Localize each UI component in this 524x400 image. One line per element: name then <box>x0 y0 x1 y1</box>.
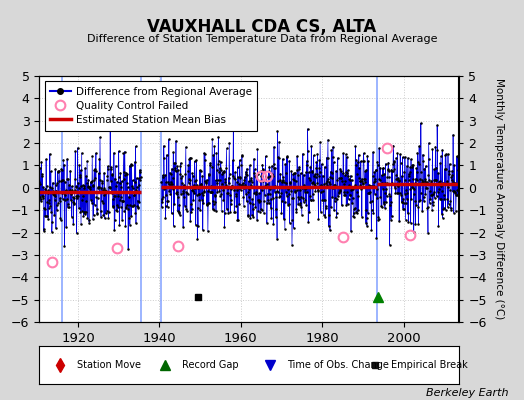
Text: Station Move: Station Move <box>77 360 141 370</box>
Text: Time of Obs. Change: Time of Obs. Change <box>287 360 388 370</box>
Text: Record Gap: Record Gap <box>182 360 238 370</box>
Y-axis label: Monthly Temperature Anomaly Difference (°C): Monthly Temperature Anomaly Difference (… <box>494 78 504 320</box>
Text: Empirical Break: Empirical Break <box>391 360 468 370</box>
Text: Difference of Station Temperature Data from Regional Average: Difference of Station Temperature Data f… <box>87 34 437 44</box>
Legend: Difference from Regional Average, Quality Control Failed, Estimated Station Mean: Difference from Regional Average, Qualit… <box>45 81 257 131</box>
Text: Berkeley Earth: Berkeley Earth <box>426 388 508 398</box>
Text: VAUXHALL CDA CS, ALTA: VAUXHALL CDA CS, ALTA <box>147 18 377 36</box>
